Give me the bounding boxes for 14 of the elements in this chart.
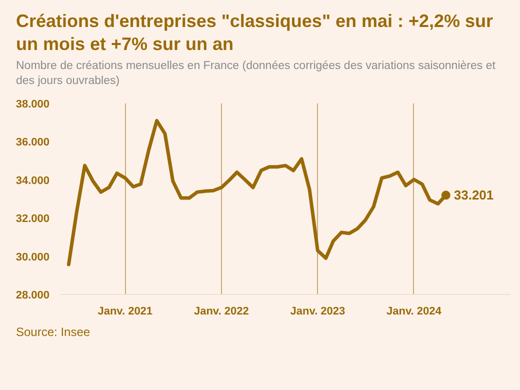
annotation: 33.201 [454, 188, 494, 203]
y-tick-label: 36.000 [16, 136, 50, 149]
source-note: Source: Insee [16, 324, 90, 341]
chart-title: Créations d'entreprises "classiques" en mai : +2,2% sur un mois et +7% sur un an [16, 10, 494, 55]
chart-subtitle: Nombre de créations mensuelles en France (données corrigées des variations saisonnières et des jours ouvrables) [16, 59, 496, 89]
x-tick-label: Janv. 2021 [98, 305, 153, 318]
y-tick-label: 32.000 [16, 212, 50, 225]
y-tick-label: 30.000 [16, 251, 50, 264]
x-tick-label: Janv. 2023 [290, 305, 346, 318]
x-tick-label: Janv. 2024 [386, 305, 442, 318]
x-tick-label: Janv. 2022 [194, 305, 249, 318]
y-tick-label: 38.000 [16, 98, 50, 110]
y-tick-label: 28.000 [16, 289, 50, 302]
y-tick-label: 34.000 [16, 174, 50, 187]
